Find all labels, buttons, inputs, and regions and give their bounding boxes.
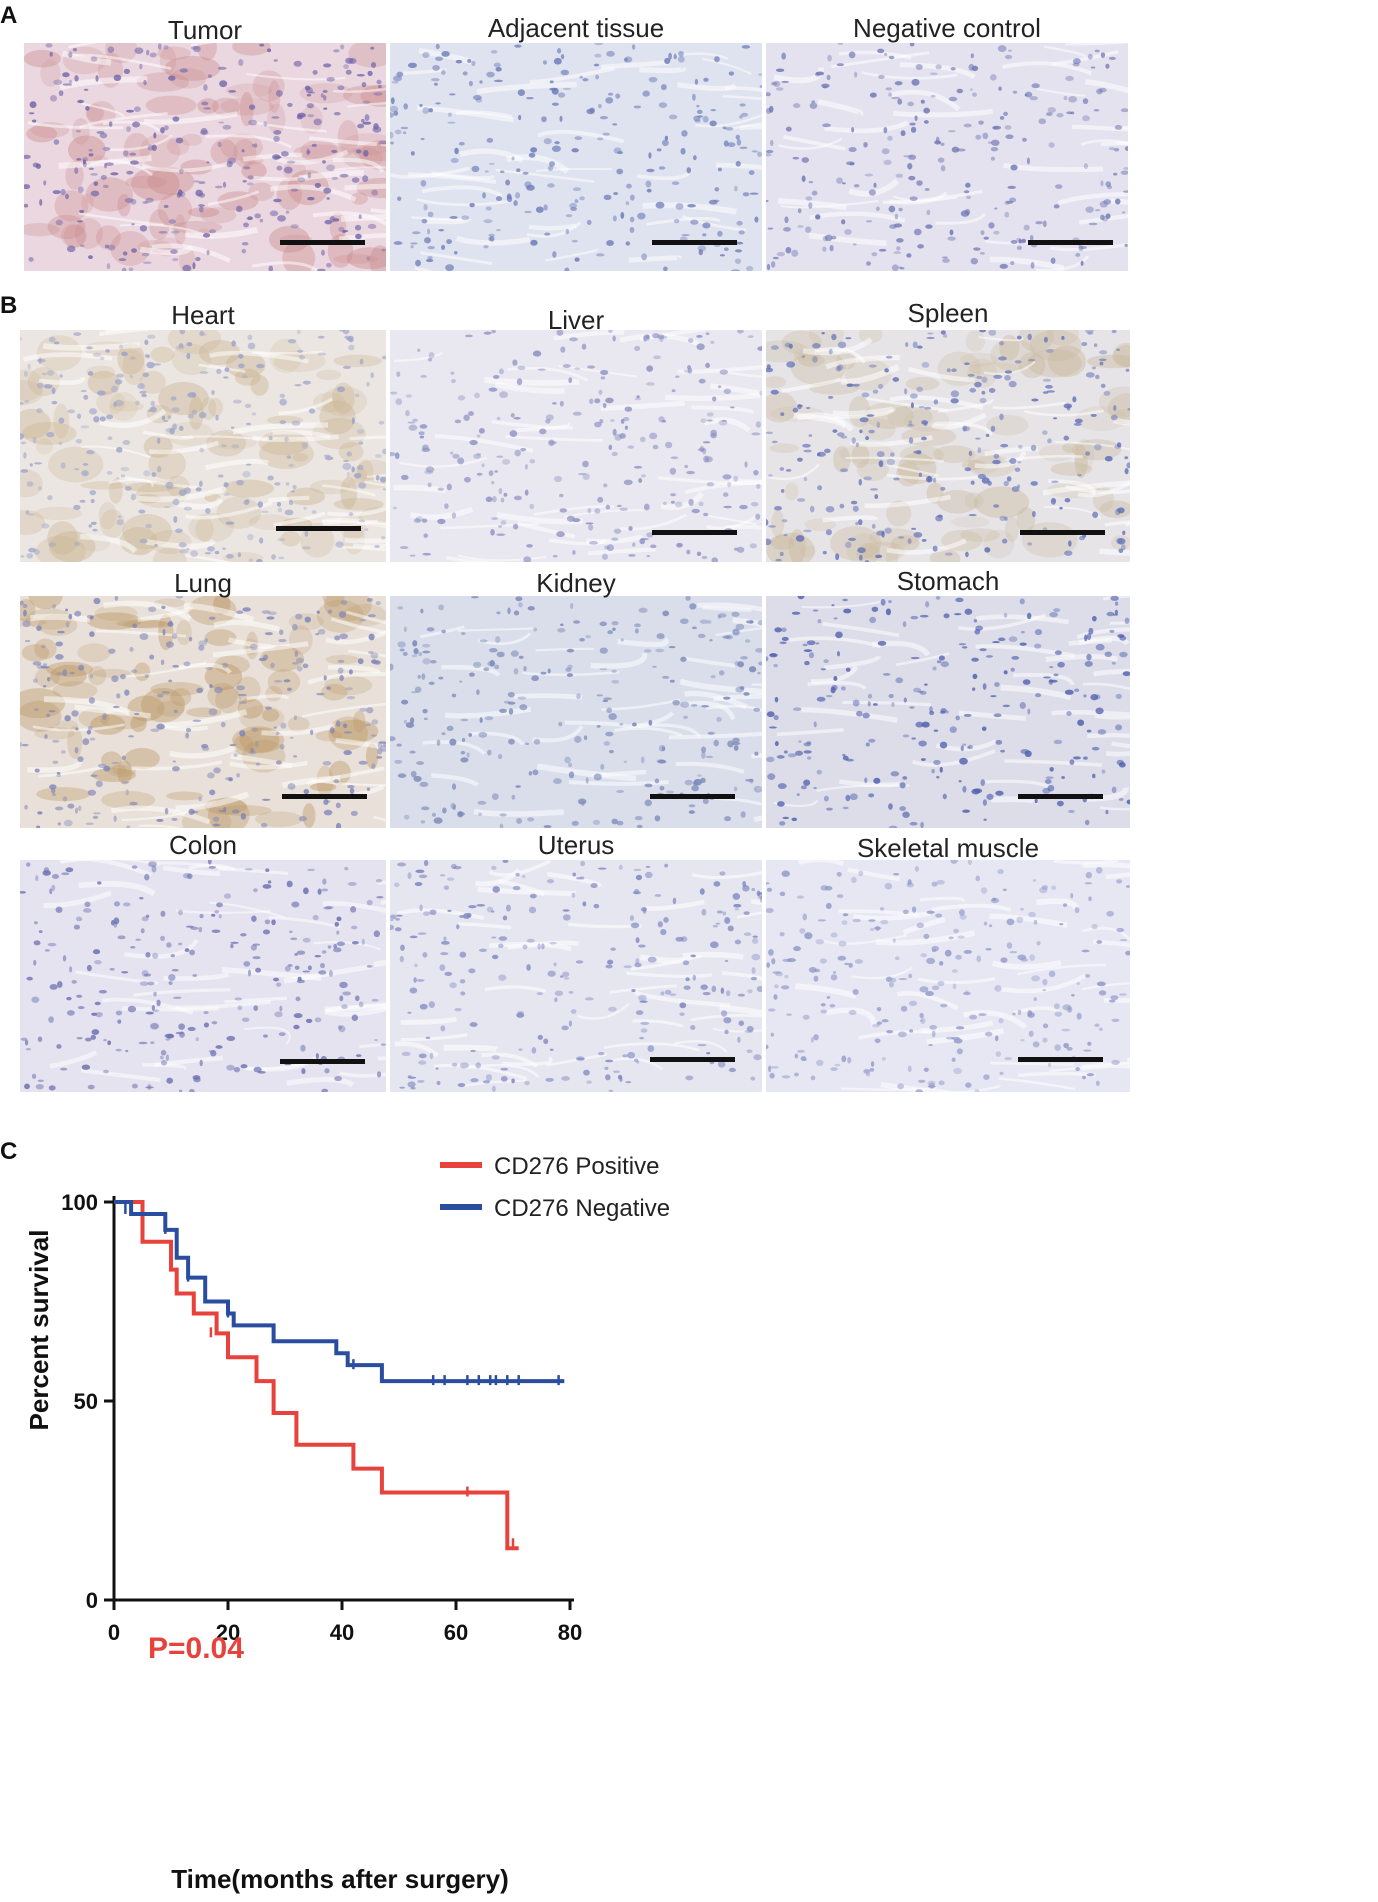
scale-bar [276,526,361,531]
p-value-annotation: P=0.04 [148,1632,244,1665]
scale-bar [652,530,737,535]
tile-liver [390,330,762,562]
y-tick-label: 50 [74,1389,98,1414]
micrograph-image [20,330,386,562]
chart-legend: CD276 Positive CD276 Negative [440,1153,670,1222]
x-axis-label: Time(months after surgery) [171,1864,509,1894]
micrograph-image [20,860,386,1092]
survival-curve-positive [114,1200,519,1551]
micrograph-image [390,860,762,1092]
micrograph-image [766,43,1128,271]
label-tumor: Tumor [167,15,243,45]
label-stomach: Stomach [896,566,1000,596]
tile-lung [20,596,386,828]
label-adjacent-tissue: Adjacent tissue [487,13,665,43]
micrograph-image [20,596,386,828]
tile-tumor [24,43,386,271]
tile-adjacent-tissue [390,43,762,271]
label-uterus: Uterus [537,830,615,860]
chart-axes: 0 20 40 60 80 0 50 100 [61,1190,582,1645]
label-kidney: Kidney [536,568,616,598]
micrograph-image [24,43,386,271]
y-tick-label: 0 [86,1588,98,1613]
panel-letter-c: C [0,1138,18,1165]
micrograph-image [390,43,762,271]
label-negative-control: Negative control [853,13,1041,43]
legend-label-negative: CD276 Negative [494,1195,670,1222]
y-axis-label: Percent survival [24,1230,54,1431]
x-tick-label: 40 [330,1620,354,1645]
scale-bar [280,240,365,245]
micrograph-image [766,330,1130,562]
tile-kidney [390,596,762,828]
panel-letter-b: B [0,292,18,319]
tile-skeletal-muscle [766,860,1130,1092]
scale-bar [650,1057,735,1062]
x-tick-label: 60 [444,1620,468,1645]
tile-uterus [390,860,762,1092]
label-lung: Lung [174,568,232,598]
tile-colon [20,860,386,1092]
scale-bar [652,240,737,245]
label-heart: Heart [171,300,235,330]
label-liver: Liver [547,305,605,335]
tile-heart [20,330,386,562]
tile-spleen [766,330,1130,562]
survival-chart: 0 20 40 60 80 0 50 100 Time(months after surger… [24,1153,670,1894]
micrograph-image [390,330,762,562]
micrograph-image [766,860,1130,1092]
scale-bar [1018,794,1103,799]
chart-series [114,1200,565,1551]
scale-bar [1018,1057,1103,1062]
scale-bar [280,1059,365,1064]
scale-bar [650,794,735,799]
x-tick-label: 20 [216,1620,240,1645]
legend-label-positive: CD276 Positive [494,1153,659,1180]
scale-bar [282,794,367,799]
tile-negative-control [766,43,1128,271]
micrograph-image [390,596,762,828]
panel-letter-a: A [0,2,18,29]
label-colon: Colon [169,830,237,860]
tile-stomach [766,596,1130,828]
y-tick-label: 100 [61,1190,98,1215]
label-skeletal-muscle: Skeletal muscle [856,833,1040,863]
x-tick-label: 80 [558,1620,582,1645]
scale-bar [1028,240,1113,245]
micrograph-image [766,596,1130,828]
label-spleen: Spleen [907,298,989,328]
x-tick-label: 0 [108,1620,120,1645]
scale-bar [1020,530,1105,535]
